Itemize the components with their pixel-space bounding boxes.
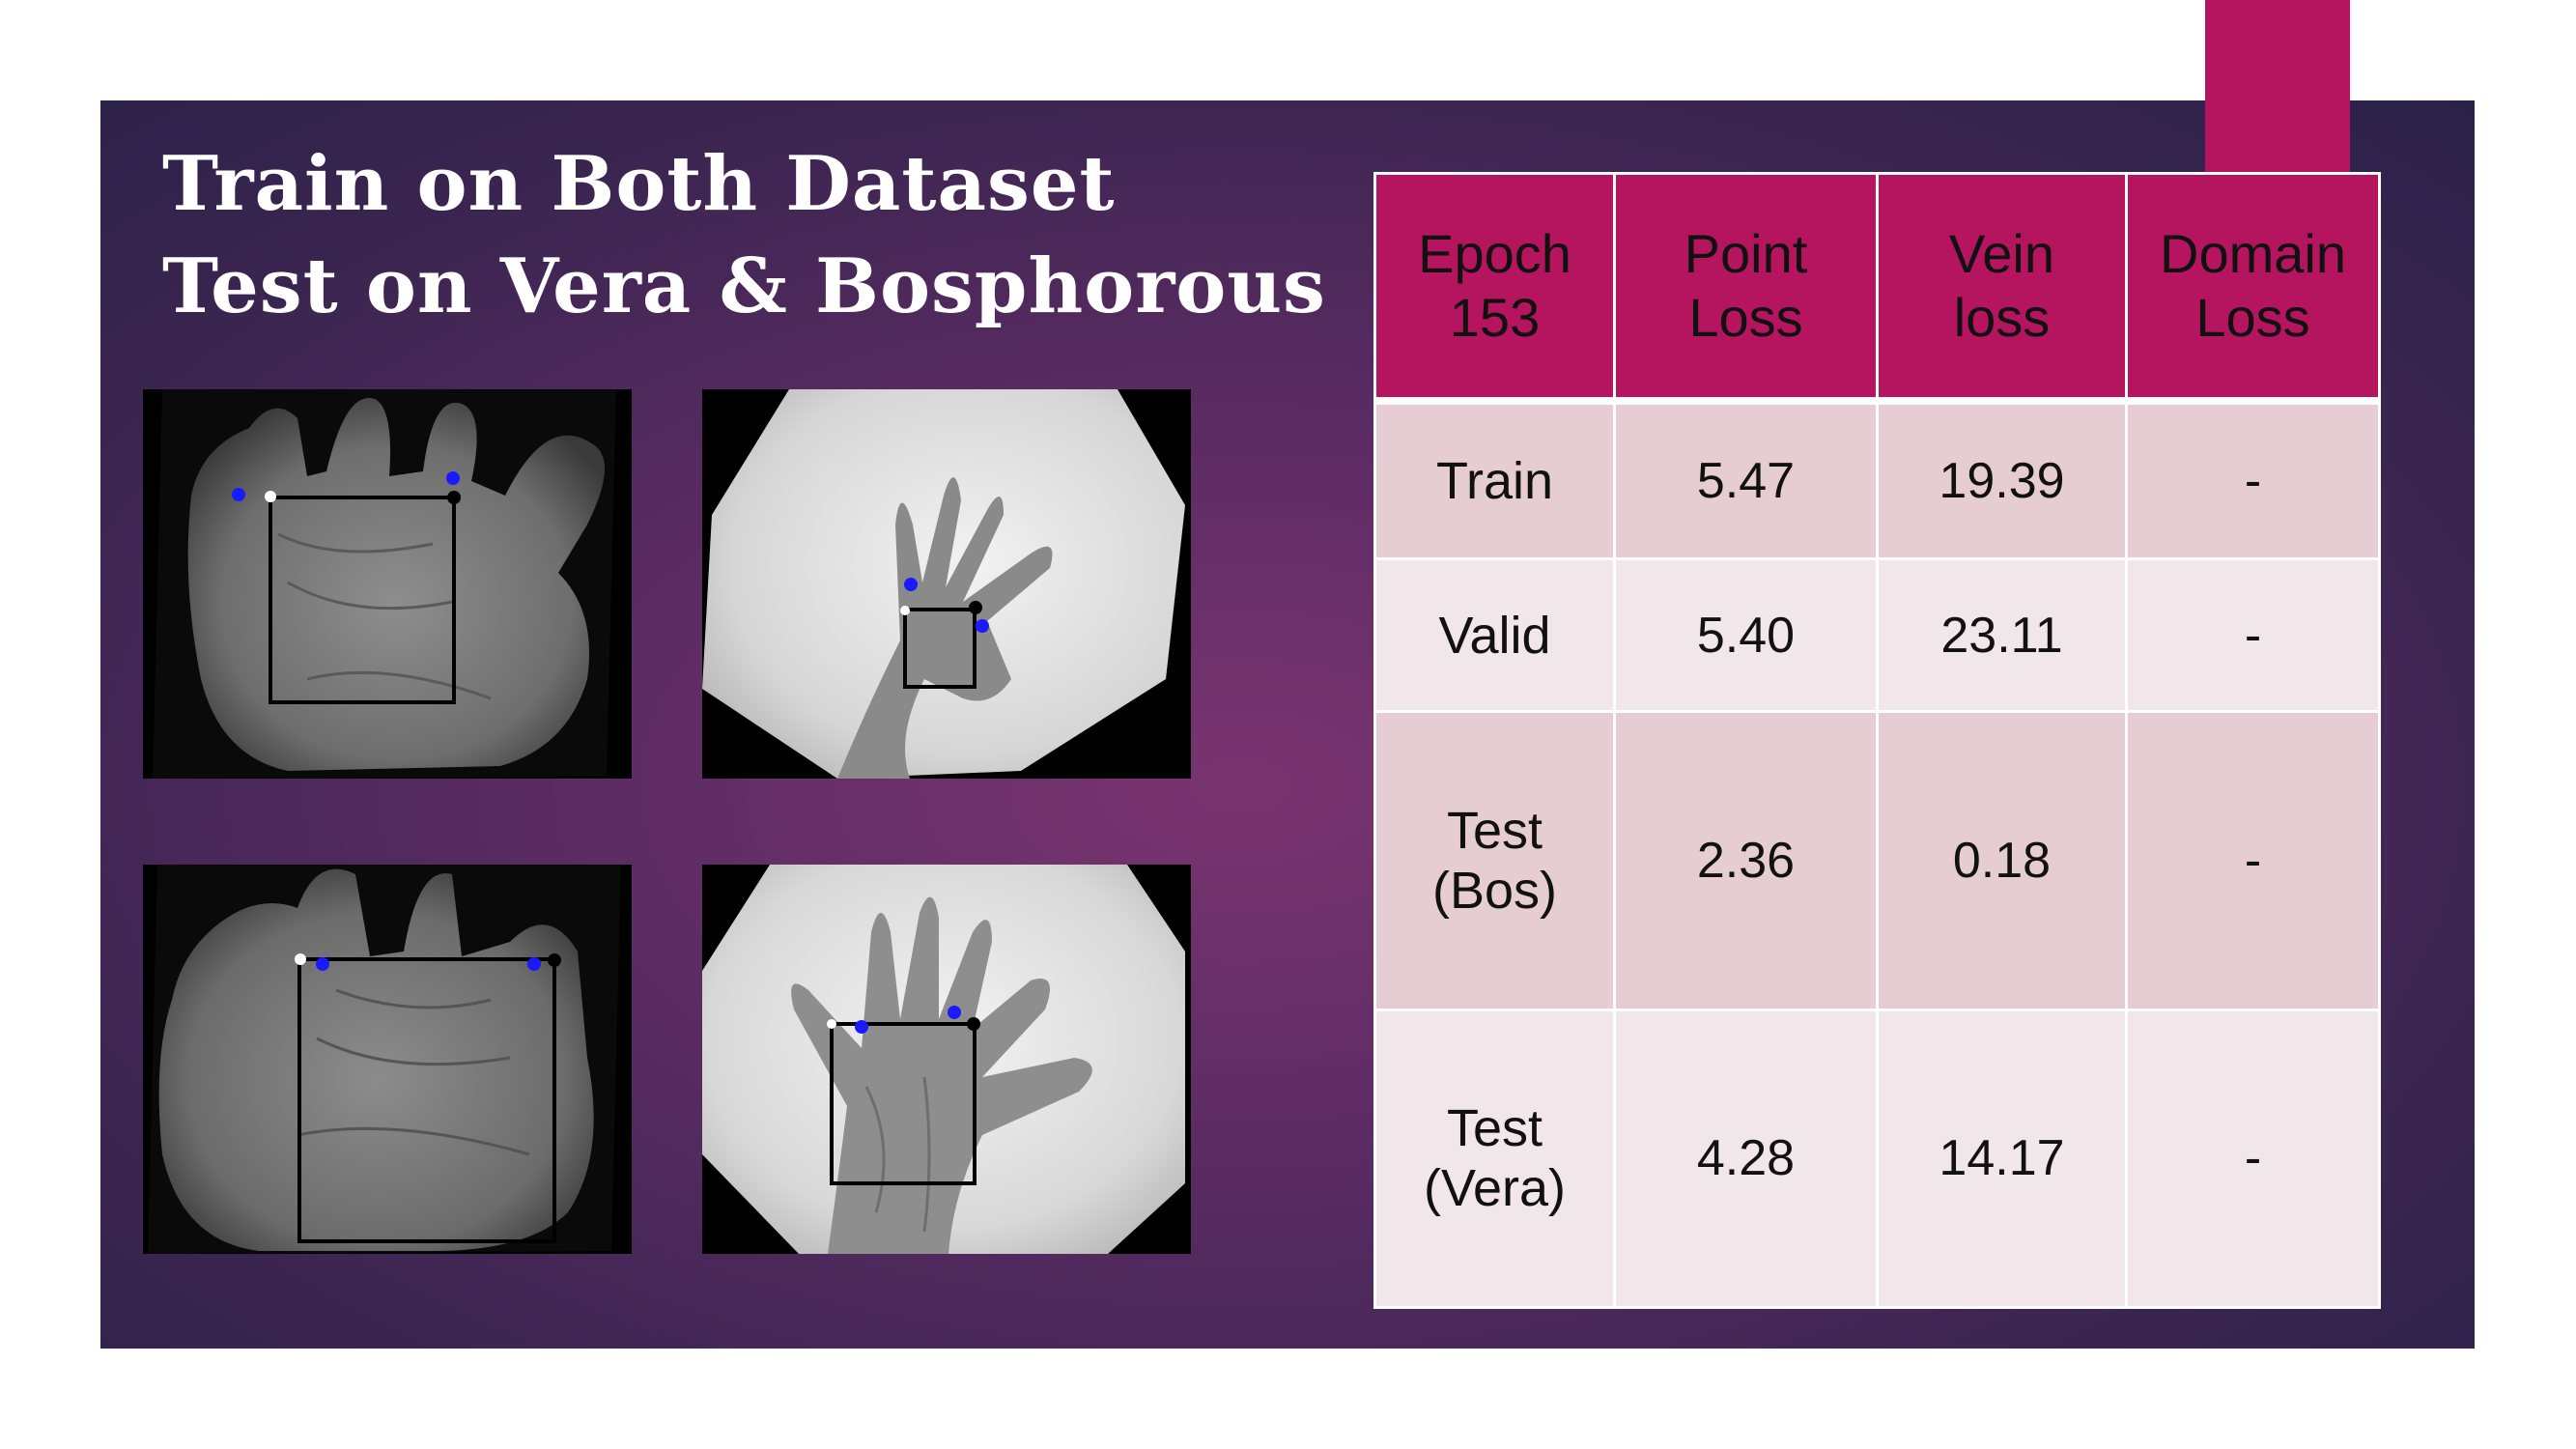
header-point-loss: Point Loss bbox=[1613, 172, 1879, 405]
table-row: Valid 5.40 23.11 - bbox=[1373, 557, 2381, 714]
slide-title: Train on Both Dataset Test on Vera & Bos… bbox=[162, 133, 1326, 338]
hand-image-top-left bbox=[143, 389, 632, 779]
vein-loss-cell: 0.18 bbox=[1876, 710, 2128, 1011]
point-loss-cell: 5.47 bbox=[1613, 399, 1879, 561]
vein-loss-cell: 14.17 bbox=[1876, 1008, 2128, 1310]
accent-bar bbox=[2205, 0, 2350, 172]
hand-xray-image-icon bbox=[702, 865, 1191, 1254]
domain-loss-cell: - bbox=[2125, 1008, 2381, 1310]
hand-image-top-right bbox=[702, 389, 1191, 779]
hand-image-bottom-right bbox=[702, 865, 1191, 1254]
title-line-2: Test on Vera & Bosphorous bbox=[162, 242, 1326, 330]
header-vein-loss: Vein loss bbox=[1876, 172, 2128, 405]
row-label: Valid bbox=[1373, 557, 1616, 714]
table-row: Test (Bos) 2.36 0.18 - bbox=[1373, 710, 2381, 1011]
row-label: Train bbox=[1373, 399, 1616, 561]
point-loss-cell: 4.28 bbox=[1613, 1008, 1879, 1310]
domain-loss-cell: - bbox=[2125, 399, 2381, 561]
palm-vein-image-icon bbox=[143, 389, 632, 779]
table-row: Train 5.47 19.39 - bbox=[1373, 399, 2381, 561]
hand-xray-image-icon bbox=[702, 389, 1191, 779]
title-line-1: Train on Both Dataset bbox=[162, 140, 1116, 228]
row-label: Test (Vera) bbox=[1373, 1008, 1616, 1310]
results-table: Epoch 153 Point Loss Vein loss Domain Lo… bbox=[1373, 172, 2381, 1310]
header-epoch: Epoch 153 bbox=[1373, 172, 1616, 405]
palm-vein-image-icon bbox=[143, 865, 632, 1254]
row-label: Test (Bos) bbox=[1373, 710, 1616, 1011]
domain-loss-cell: - bbox=[2125, 557, 2381, 714]
hand-image-bottom-left bbox=[143, 865, 632, 1254]
vein-loss-cell: 23.11 bbox=[1876, 557, 2128, 714]
domain-loss-cell: - bbox=[2125, 710, 2381, 1011]
point-loss-cell: 2.36 bbox=[1613, 710, 1879, 1011]
table-row: Test (Vera) 4.28 14.17 - bbox=[1373, 1008, 2381, 1310]
point-loss-cell: 5.40 bbox=[1613, 557, 1879, 714]
vein-loss-cell: 19.39 bbox=[1876, 399, 2128, 561]
table-header-row: Epoch 153 Point Loss Vein loss Domain Lo… bbox=[1373, 172, 2381, 405]
header-domain-loss: Domain Loss bbox=[2125, 172, 2381, 405]
